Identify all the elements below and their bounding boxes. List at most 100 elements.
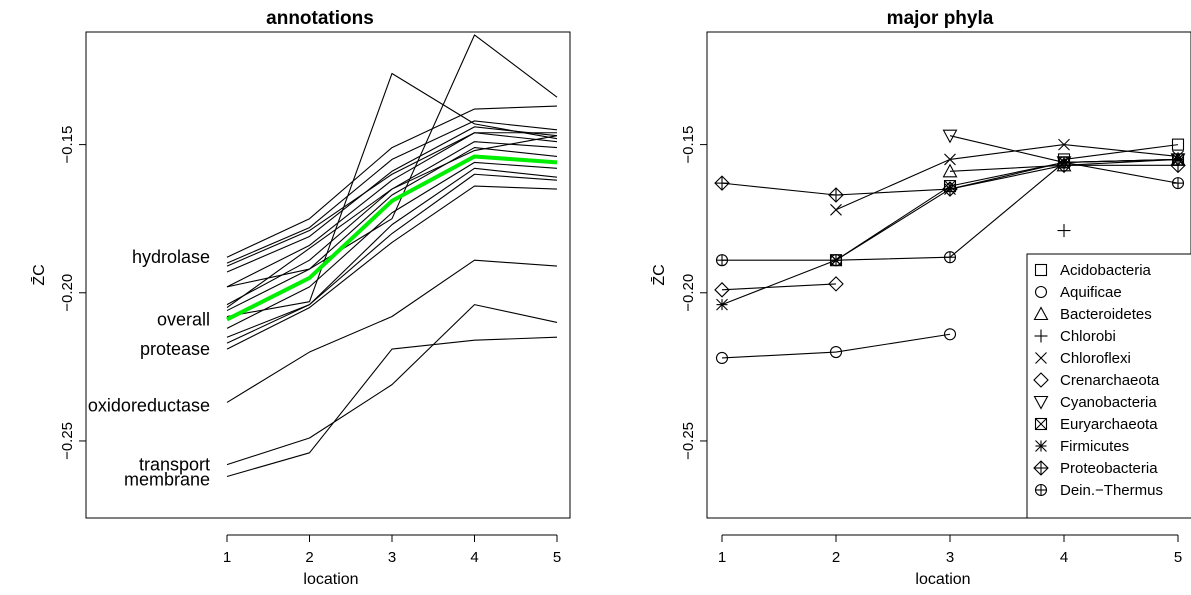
- series-line: [226, 173, 558, 338]
- legend-box: [1026, 253, 1191, 519]
- left-series-labels: hydrolase overall protease oxidoreductase tr…: [88, 247, 210, 489]
- series-line-Crenarchaeota: [721, 283, 837, 291]
- series-line-Chloroflexi: [835, 144, 1179, 211]
- legend-marker-Proteobacteria: [1033, 460, 1049, 476]
- series-line: [226, 34, 558, 288]
- point-Proteobacteria: [1170, 157, 1186, 174]
- left-series-lines: [226, 34, 558, 478]
- series-line-hydrolase: [226, 132, 557, 267]
- series-line: [226, 161, 558, 329]
- point-Dein.−Thermus: [715, 254, 729, 267]
- annotations-panel: annotations hydrolase overall protease oxid…: [31, 8, 571, 588]
- point-Acidobacteria: [1171, 138, 1185, 151]
- right-x-tick-label: 2: [832, 549, 840, 566]
- right-x-tick-label: 5: [1174, 549, 1182, 566]
- series-line: [226, 132, 558, 288]
- left-y-tick-label: −0.15: [59, 126, 76, 164]
- right-x-tick-label: 1: [718, 549, 726, 566]
- left-y-tick-label: −0.20: [59, 274, 76, 312]
- legend-marker-Chlorobi: [1034, 329, 1048, 343]
- series-label-membrane: membrane: [124, 469, 210, 489]
- right-chart-title: major phyla: [887, 8, 994, 29]
- legend-item-Aquificae: Aquificae: [1034, 284, 1122, 301]
- left-y-axis: −0.15 −0.20 −0.25: [59, 126, 87, 460]
- legend-marker-Firmicutes: [1035, 440, 1047, 452]
- point-Crenarchaeota: [828, 276, 844, 292]
- series-label-transport: transport: [139, 455, 210, 475]
- legend-item-Firmicutes: Firmicutes: [1035, 438, 1129, 455]
- series-line-oxidoreductase: [226, 259, 558, 403]
- legend-marker-Dein.−Thermus: [1034, 483, 1048, 497]
- legend-label: Proteobacteria: [1060, 460, 1158, 477]
- series-line: [226, 126, 558, 273]
- legend-item-Chloroflexi: Chloroflexi: [1035, 350, 1131, 367]
- legend-label: Cyanobacteria: [1060, 394, 1157, 411]
- series-line-Acidobacteria: [1063, 144, 1179, 160]
- legend-label: Euryarchaeota: [1060, 416, 1158, 433]
- point-Proteobacteria: [942, 181, 958, 197]
- series-line-Aquificae: [721, 333, 951, 359]
- right-y-tick-label: −0.15: [680, 126, 697, 164]
- series-line: [226, 185, 558, 350]
- point-Bacteroidetes: [942, 163, 958, 178]
- left-y-axis-label: Z̄C: [31, 264, 48, 285]
- series-line: [226, 120, 558, 264]
- legend-label: Chlorobi: [1060, 328, 1116, 345]
- legend-item-Dein.−Thermus: Dein.−Thermus: [1034, 482, 1163, 499]
- series-line-protease: [226, 167, 558, 344]
- left-x-tick-label: 1: [223, 549, 231, 566]
- left-plot-frame: [85, 31, 571, 519]
- point-Dein.−Thermus: [943, 251, 957, 264]
- series-line-membrane: [226, 336, 558, 478]
- right-x-tick-label: 4: [1060, 549, 1068, 566]
- point-Proteobacteria: [714, 175, 730, 191]
- left-x-tick-label: 3: [388, 549, 396, 566]
- series-line: [226, 141, 558, 306]
- series-line: [226, 105, 558, 258]
- legend-label: Bacteroidetes: [1060, 306, 1152, 323]
- point-Chloroflexi: [830, 203, 842, 216]
- right-y-axis-label: Z̄C: [651, 264, 668, 285]
- point-Aquificae: [829, 345, 843, 359]
- point-Cyanobacteria: [942, 129, 958, 144]
- series-line: [226, 147, 558, 312]
- point-Dein.−Thermus: [1057, 156, 1071, 169]
- legend-marker-Euryarchaeota: [1034, 417, 1048, 431]
- legend-marker-Acidobacteria: [1034, 263, 1048, 277]
- legend-label: Aquificae: [1060, 284, 1122, 301]
- legend-item-Chlorobi: Chlorobi: [1034, 328, 1116, 345]
- point-Chloroflexi: [944, 153, 956, 166]
- right-y-axis: −0.15 −0.20 −0.25: [680, 126, 708, 460]
- legend-label: Crenarchaeota: [1060, 372, 1160, 389]
- legend-label: Chloroflexi: [1060, 350, 1131, 367]
- left-chart-title: annotations: [266, 8, 374, 29]
- point-Firmicutes: [716, 298, 728, 311]
- point-Proteobacteria: [828, 187, 844, 203]
- legend-item-Proteobacteria: Proteobacteria: [1033, 460, 1158, 477]
- series-line-transport: [226, 304, 558, 466]
- left-x-tick-label: 4: [470, 549, 478, 566]
- left-y-tick-label: −0.25: [59, 422, 76, 460]
- left-x-axis: 1 2 3 4 5: [223, 534, 561, 566]
- right-x-axis-label: location: [915, 571, 970, 588]
- left-x-axis-label: location: [303, 571, 358, 588]
- point-Aquificae: [943, 328, 957, 341]
- legend-item-Acidobacteria: Acidobacteria: [1034, 262, 1152, 279]
- series-line: [226, 135, 558, 309]
- legend-label: Dein.−Thermus: [1060, 482, 1163, 499]
- legend-item-Bacteroidetes: Bacteroidetes: [1033, 306, 1152, 323]
- legend-item-Euryarchaeota: Euryarchaeota: [1034, 416, 1158, 433]
- series-line: [226, 72, 558, 318]
- legend-marker-Chloroflexi: [1035, 352, 1047, 364]
- legend-marker-Bacteroidetes: [1033, 306, 1049, 321]
- point-Dein.−Thermus: [829, 254, 843, 267]
- right-y-tick-label: −0.25: [680, 422, 697, 460]
- legend-marker-Crenarchaeota: [1033, 372, 1049, 388]
- legend: Acidobacteria Aquificae Bacteroidetes Chlor…: [1026, 253, 1191, 519]
- series-line-overall: [226, 154, 558, 322]
- major-phyla-panel: major phyla 1 2 3 4 5 −0.15 −0.20 −0.25 locati…: [651, 8, 1191, 588]
- series-label-oxidoreductase: oxidoreductase: [88, 395, 210, 415]
- left-x-tick-label: 5: [553, 549, 561, 566]
- series-label-overall: overall: [157, 309, 210, 329]
